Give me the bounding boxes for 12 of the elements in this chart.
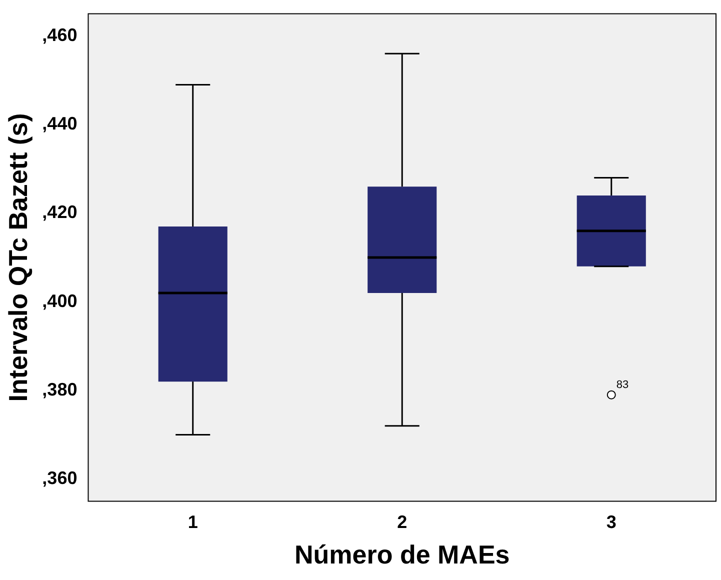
x-tick-label: 2 (397, 512, 408, 532)
x-tick-label: 1 (188, 512, 198, 532)
annotation: 83 (616, 378, 629, 391)
y-axis-title: Intervalo QTc Bazett (s) (2, 113, 33, 402)
y-tick-label: ,360 (42, 468, 78, 488)
y-tick-label: ,420 (42, 202, 78, 222)
x-axis-title: Número de MAEs (294, 540, 510, 570)
x-tick-label: 3 (606, 512, 616, 532)
y-tick-label: ,400 (42, 290, 78, 311)
y-tick-label: ,380 (42, 379, 78, 400)
y-tick-label: ,460 (42, 24, 78, 45)
y-tick-label: ,440 (42, 114, 78, 134)
